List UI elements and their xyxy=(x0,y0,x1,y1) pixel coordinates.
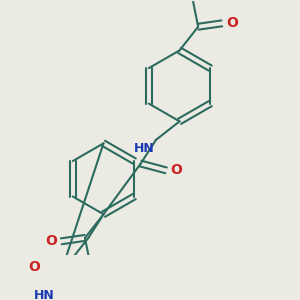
Text: O: O xyxy=(45,234,57,248)
Text: O: O xyxy=(170,163,182,177)
Text: O: O xyxy=(28,260,40,274)
Text: HN: HN xyxy=(134,142,154,154)
Text: HN: HN xyxy=(34,289,55,300)
Text: O: O xyxy=(226,16,238,30)
